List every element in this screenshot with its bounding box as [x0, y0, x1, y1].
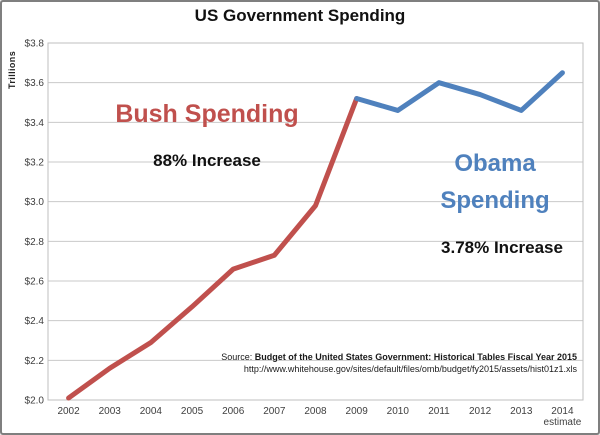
- y-tick-label: $2.6: [25, 277, 45, 288]
- x-tick-label: 2004: [140, 406, 163, 417]
- y-tick-label: $2.8: [25, 237, 45, 248]
- source-citation: Source: Budget of the United States Gove…: [221, 352, 577, 375]
- y-tick-label: $3.0: [25, 197, 45, 208]
- y-tick-label: $3.8: [25, 39, 45, 50]
- x-tick-label: 2002: [57, 406, 80, 417]
- source-title: Budget of the United States Government: …: [254, 352, 577, 362]
- x-tick-sublabel: estimate: [544, 417, 582, 428]
- x-tick-label: 2003: [99, 406, 122, 417]
- x-tick-label: 2008: [304, 406, 327, 417]
- y-tick-label: $2.2: [25, 356, 45, 367]
- obama-increase-label: 3.78% Increase: [441, 238, 563, 257]
- x-tick-label: 2009: [346, 406, 369, 417]
- x-tick-label: 2011: [428, 406, 450, 417]
- source-prefix: Source:: [221, 352, 255, 362]
- obama-spending-label-line1: Obama: [454, 150, 536, 177]
- x-tick-label: 2012: [469, 406, 492, 417]
- x-tick-label: 2007: [263, 406, 286, 417]
- source-url: http://www.whitehouse.gov/sites/default/…: [243, 363, 577, 374]
- y-tick-label: $2.0: [25, 396, 45, 407]
- y-tick-label: $3.4: [25, 118, 45, 129]
- x-tick-label: 2006: [222, 406, 245, 417]
- plot-border: [47, 42, 584, 401]
- y-tick-label: $2.4: [25, 316, 45, 327]
- x-tick-label: 2014: [551, 406, 574, 417]
- series-line-bush-spending: [66, 96, 360, 401]
- obama-spending-label-line2: Spending: [440, 187, 550, 214]
- chart-title: US Government Spending: [194, 6, 406, 25]
- x-tick-label: 2013: [510, 406, 533, 417]
- series-line-obama-spending: [354, 70, 565, 113]
- x-tick-label: 2005: [181, 406, 204, 417]
- bush-spending-label: Bush Spending: [115, 100, 299, 128]
- obama-spending-label: Obama Spending: [400, 145, 590, 219]
- y-tick-label: $3.2: [25, 158, 45, 169]
- source-citation-line: Source: Budget of the United States Gove…: [221, 352, 577, 364]
- x-tick-label: 2010: [387, 406, 410, 417]
- bush-increase-label: 88% Increase: [153, 151, 261, 170]
- y-tick-label: $3.6: [25, 78, 45, 89]
